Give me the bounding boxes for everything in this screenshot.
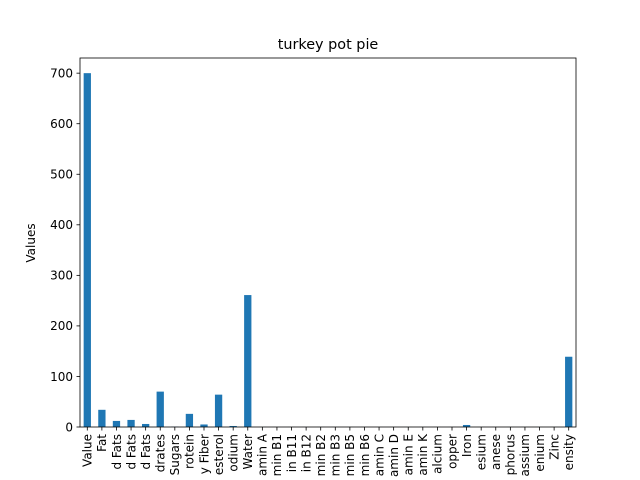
y-tick-label: 500 <box>50 168 73 182</box>
bar <box>200 424 208 427</box>
y-tick-label: 400 <box>50 218 73 232</box>
x-tick-label: min B1 <box>270 434 284 476</box>
x-tick-label: Zinc <box>547 434 561 460</box>
y-axis-title: Values <box>24 223 38 262</box>
bar <box>127 419 135 427</box>
bar <box>98 409 106 427</box>
x-tick-label: assium <box>518 434 532 477</box>
bar <box>214 394 223 427</box>
x-tick-label: min B6 <box>358 434 372 476</box>
x-tick-label: in B12 <box>299 434 313 472</box>
y-tick-label: 0 <box>65 420 73 434</box>
y-tick-label: 200 <box>50 319 73 333</box>
x-tick-label: odium <box>226 434 240 472</box>
bar <box>462 424 471 427</box>
x-tick-label: min B5 <box>343 434 357 476</box>
y-tick-label: 100 <box>50 370 73 384</box>
y-tick-label: 300 <box>50 269 73 283</box>
plot-frame <box>79 57 577 428</box>
bar <box>83 73 91 427</box>
x-tick-label: in B11 <box>285 434 299 472</box>
x-tick-label: enium <box>533 434 547 472</box>
x-tick-label: esium <box>474 434 488 470</box>
x-tick-label: Iron <box>460 434 474 457</box>
x-tick-label: drates <box>154 434 168 472</box>
x-tick-label: amin K <box>416 433 430 476</box>
x-tick-label: opper <box>445 434 459 469</box>
x-tick-label: amin A <box>256 433 270 476</box>
bar <box>565 356 573 427</box>
x-tick-label: anese <box>489 434 503 470</box>
x-tick-label: phorus <box>504 434 518 475</box>
bar <box>185 413 194 427</box>
x-tick-label: amin C <box>372 434 386 476</box>
x-tick-label: Value <box>81 434 95 467</box>
x-tick-label: min B2 <box>314 434 328 476</box>
x-tick-label: ensity <box>562 434 576 470</box>
x-tick-label: esterol <box>212 434 226 475</box>
x-tick-label: alcium <box>431 434 445 474</box>
chart-title: turkey pot pie <box>278 37 379 53</box>
x-tick-label: y Fiber <box>197 434 211 474</box>
x-tick-label: min B3 <box>329 434 343 476</box>
y-tick-label: 700 <box>50 66 73 80</box>
bar <box>142 423 150 427</box>
x-tick-label: d Fats <box>124 434 138 470</box>
x-tick-label: rotein <box>183 434 197 469</box>
x-tick-label: amin D <box>387 434 401 477</box>
bar <box>112 420 121 427</box>
x-tick-label: d Fats <box>139 434 153 470</box>
x-tick-label: Sugars <box>168 434 182 475</box>
bar <box>229 425 237 427</box>
bar <box>244 295 252 427</box>
bar <box>156 391 164 427</box>
x-tick-label: Fat <box>95 434 109 452</box>
x-tick-label: d Fats <box>110 434 124 470</box>
x-tick-label: Water <box>241 434 255 470</box>
x-tick-label: amin E <box>402 434 416 475</box>
y-tick-label: 600 <box>50 117 73 131</box>
